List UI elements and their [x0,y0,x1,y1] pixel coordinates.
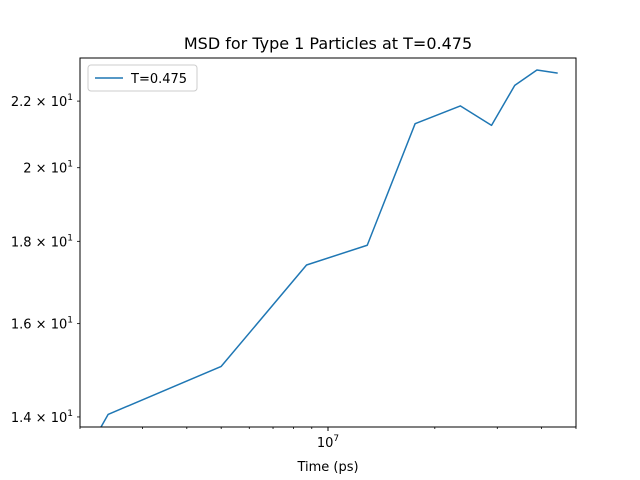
y-tick-label: 1.6 × 101 [11,316,73,333]
x-axis: 107 [79,427,577,451]
legend: T=0.475 [87,64,198,92]
y-tick-label: 1.4 × 101 [11,409,73,426]
series-line [100,69,558,427]
x-axis-label: Time (ps) [296,460,358,475]
legend-label: T=0.475 [130,72,187,87]
y-axis: 1.4 × 101 1.6 × 101 1.8 × 101 2 × 101 2.2 × … [11,93,80,426]
x-tick-label: 107 [317,434,339,451]
y-tick-label: 1.8 × 101 [11,233,73,250]
legend-box [87,64,198,92]
y-tick-label: 2.2 × 101 [11,93,73,110]
chart-title: MSD for Type 1 Particles at T=0.475 [184,34,472,53]
plot-area [100,69,558,427]
y-tick-label: 2 × 101 [23,160,73,177]
axes-frame [79,57,577,428]
